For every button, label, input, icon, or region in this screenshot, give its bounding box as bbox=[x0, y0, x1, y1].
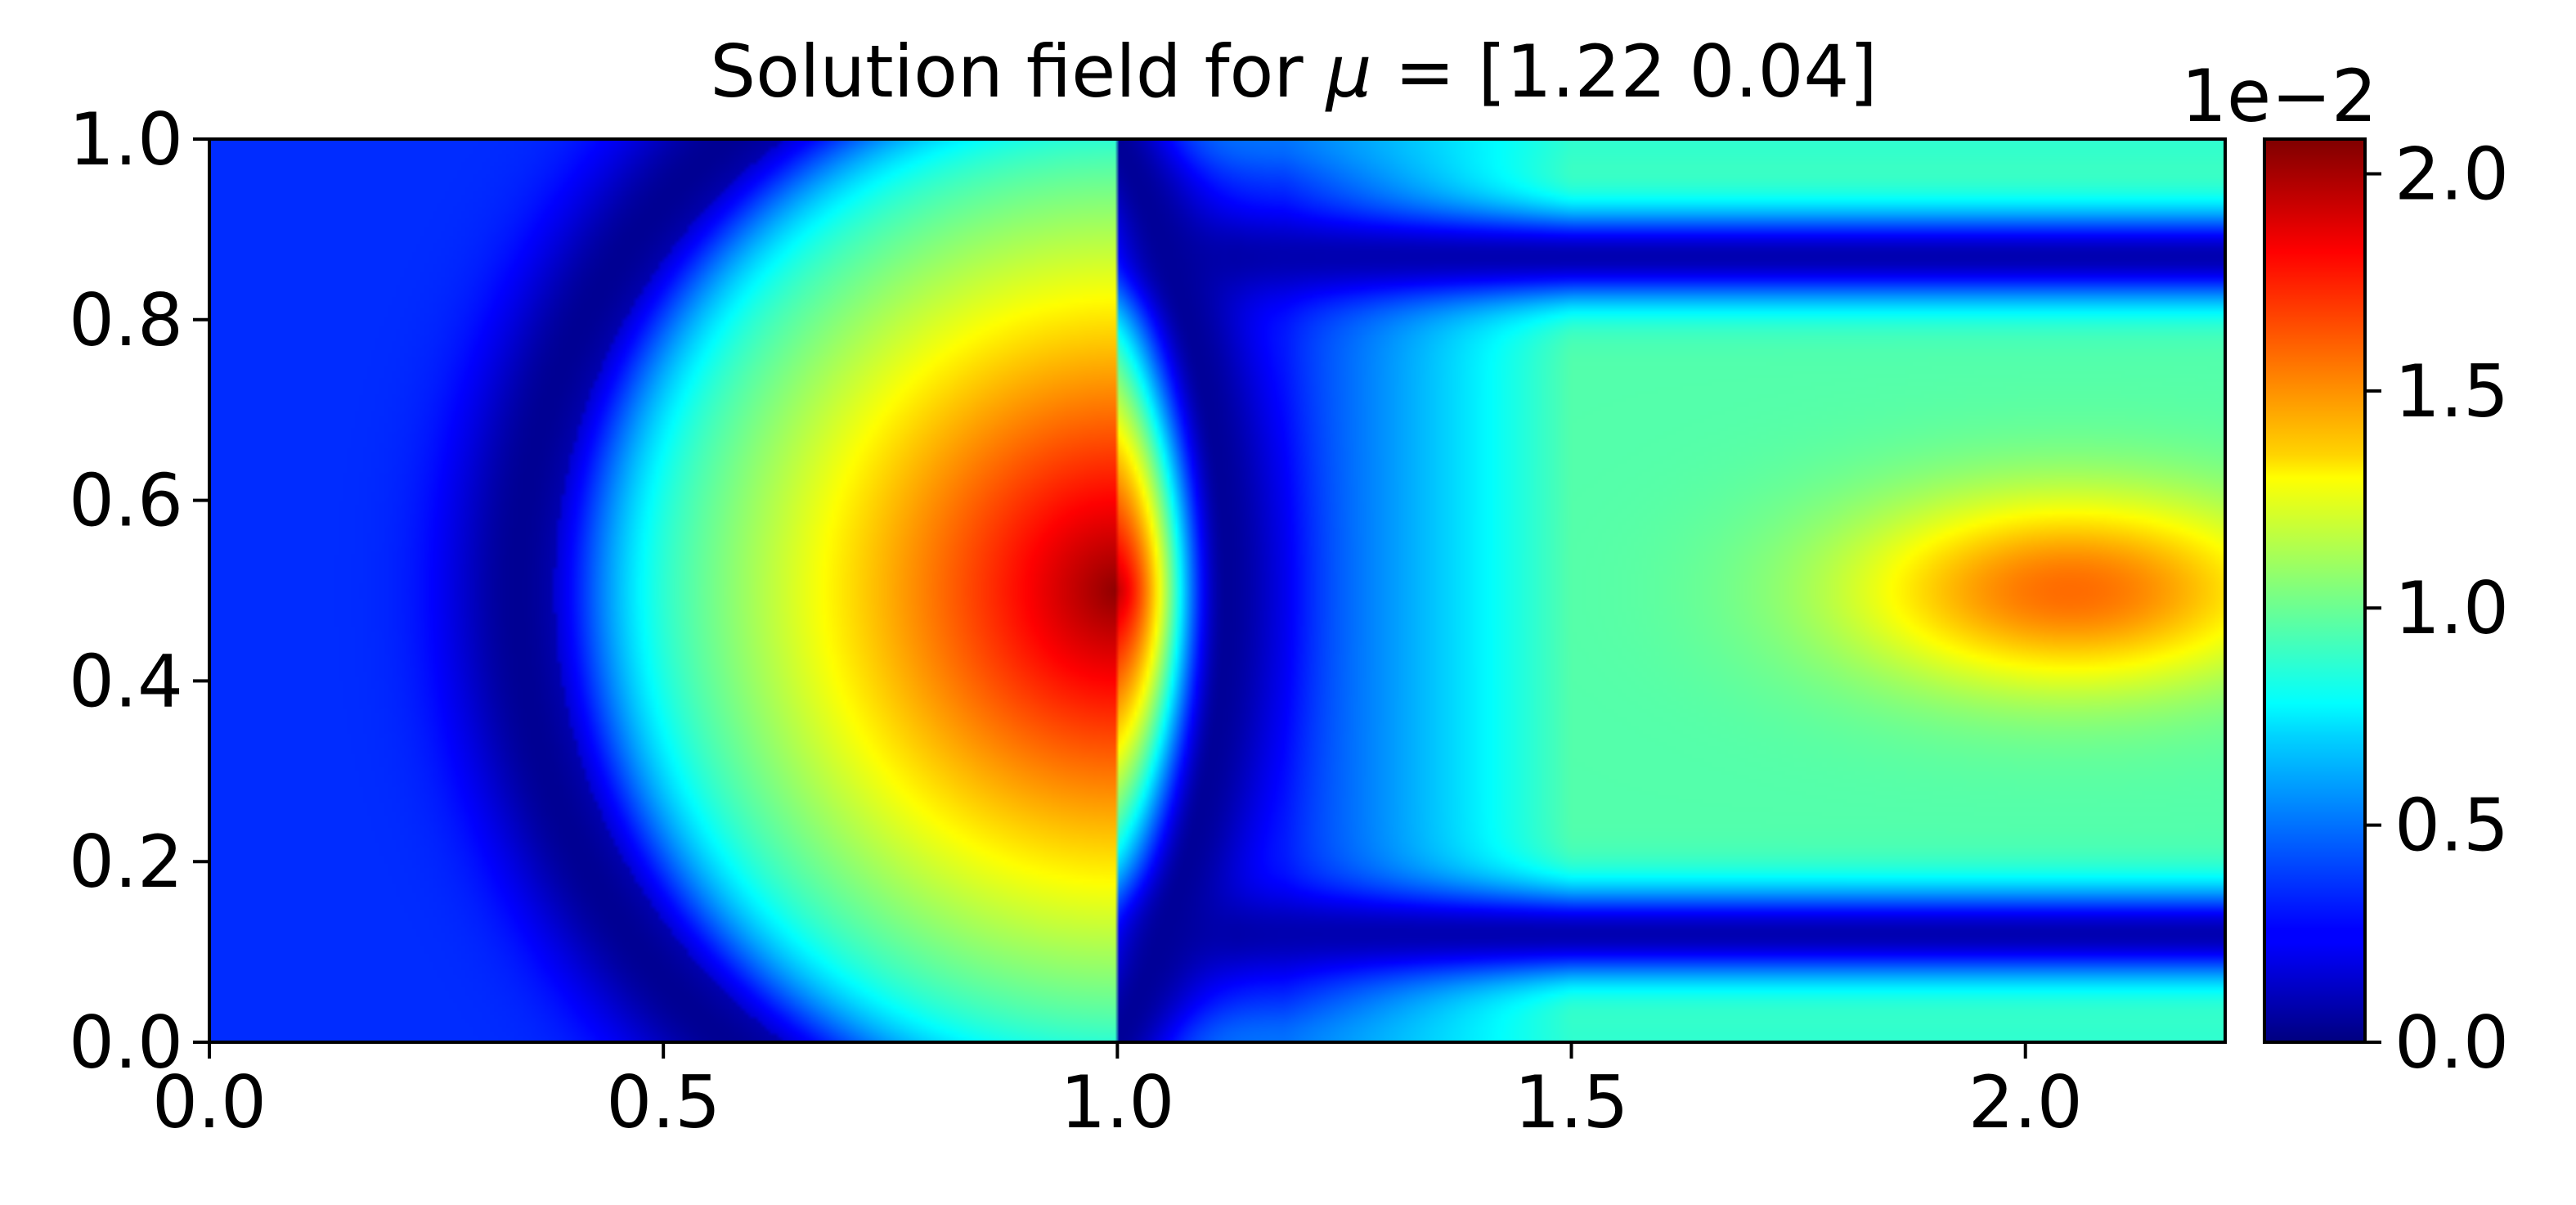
colorbar-tick-label: 1.5 bbox=[2394, 349, 2509, 434]
y-axis: 0.0 0.2 0.4 0.6 0.8 1.0 bbox=[69, 97, 209, 1085]
y-tick-label: 0.2 bbox=[69, 820, 183, 904]
colorbar-ticks: 0.0 0.5 1.0 1.5 2.0 bbox=[2365, 132, 2509, 1085]
y-tick-label: 0.8 bbox=[69, 278, 183, 362]
y-tick-label: 0.4 bbox=[69, 639, 183, 723]
colorbar-frame bbox=[2263, 137, 2367, 1044]
title-text: Solution field for bbox=[710, 29, 1304, 114]
heatmap-field bbox=[209, 139, 2225, 1042]
x-tick-label: 2.0 bbox=[1968, 1060, 2083, 1144]
x-tick-label: 1.0 bbox=[1060, 1060, 1174, 1144]
title-value: = [1.22 0.04] bbox=[1395, 29, 1878, 114]
colorbar-tick-label: 0.0 bbox=[2394, 1000, 2509, 1085]
x-tick-label: 0.0 bbox=[152, 1060, 267, 1144]
colorbar-gradient bbox=[2264, 139, 2365, 1042]
y-tick-label: 0.6 bbox=[69, 459, 183, 543]
colorbar: 1e−2 0.0 0.5 1.0 1.5 2.0 bbox=[2181, 54, 2509, 1085]
x-axis: 0.0 0.5 1.0 1.5 2.0 bbox=[152, 1042, 2083, 1144]
colorbar-tick-label: 0.5 bbox=[2394, 784, 2509, 868]
y-tick-label: 1.0 bbox=[69, 97, 183, 182]
plot-frame bbox=[208, 137, 2227, 1044]
plot-area: 0.0 0.5 1.0 1.5 2.0 0.0 0.2 0.4 0.6 0.8 1.0 bbox=[69, 97, 2227, 1144]
colorbar-tick-label: 2.0 bbox=[2394, 132, 2509, 216]
colorbar-tick-label: 1.0 bbox=[2394, 566, 2509, 650]
chart-title: Solution field for μ = [1.22 0.04] bbox=[710, 29, 1878, 114]
x-tick-label: 1.5 bbox=[1515, 1060, 1629, 1144]
title-math-symbol: μ bbox=[1325, 29, 1372, 114]
colorbar-exponent-label: 1e−2 bbox=[2181, 54, 2377, 138]
y-tick-label: 0.0 bbox=[69, 1000, 183, 1085]
x-tick-label: 0.5 bbox=[606, 1060, 720, 1144]
